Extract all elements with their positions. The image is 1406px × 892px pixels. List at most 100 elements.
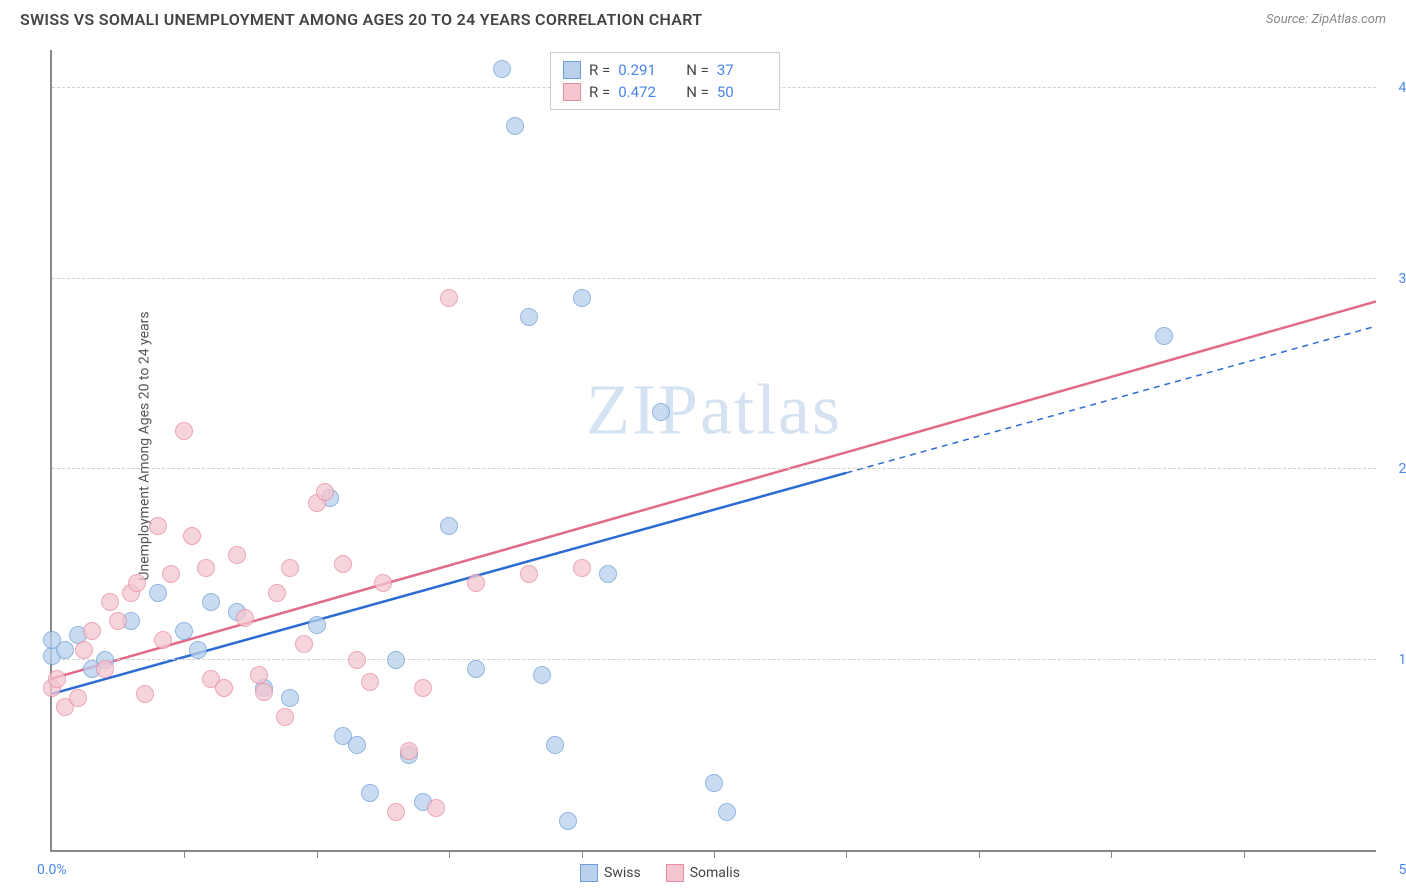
data-point <box>268 584 286 602</box>
chart-source: Source: ZipAtlas.com <box>1266 12 1386 27</box>
data-point <box>1155 327 1173 345</box>
data-point <box>348 736 366 754</box>
data-point <box>250 666 268 684</box>
data-point <box>506 117 524 135</box>
data-point <box>467 574 485 592</box>
y-tick-label: 20.0% <box>1381 461 1406 477</box>
data-point <box>281 689 299 707</box>
data-point <box>109 612 127 630</box>
r-label: R = <box>589 61 610 79</box>
x-tick <box>714 850 715 858</box>
legend-item-swiss: Swiss <box>580 864 641 882</box>
data-point <box>175 622 193 640</box>
data-point <box>718 803 736 821</box>
data-point <box>440 517 458 535</box>
x-tick <box>317 850 318 858</box>
data-point <box>705 774 723 792</box>
data-point <box>56 641 74 659</box>
data-point <box>128 574 146 592</box>
data-point <box>255 683 273 701</box>
data-point <box>414 679 432 697</box>
somalis-r-value: 0.472 <box>618 83 668 101</box>
grid-line <box>52 659 1376 660</box>
swiss-swatch-icon <box>580 864 598 882</box>
chart-container: SWISS VS SOMALI UNEMPLOYMENT AMONG AGES … <box>0 0 1406 892</box>
regression-lines-svg <box>52 50 1376 850</box>
chart-header: SWISS VS SOMALI UNEMPLOYMENT AMONG AGES … <box>20 10 1386 29</box>
x-tick <box>184 850 185 858</box>
source-label: Source: <box>1266 12 1308 27</box>
data-point <box>573 289 591 307</box>
n-label: N = <box>686 83 709 101</box>
data-point <box>236 609 254 627</box>
swiss-swatch-icon <box>563 61 581 79</box>
data-point <box>202 593 220 611</box>
chart-title: SWISS VS SOMALI UNEMPLOYMENT AMONG AGES … <box>20 10 702 29</box>
data-point <box>83 622 101 640</box>
stats-legend-box: R = 0.291 N = 37 R = 0.472 N = 50 <box>550 52 780 110</box>
x-tick <box>846 850 847 858</box>
data-point <box>162 565 180 583</box>
somalis-swatch-icon <box>563 83 581 101</box>
data-point <box>175 422 193 440</box>
x-tick <box>582 850 583 858</box>
legend-label-somalis: Somalis <box>690 865 740 881</box>
data-point <box>387 803 405 821</box>
data-point <box>316 483 334 501</box>
x-tick <box>1111 850 1112 858</box>
data-point <box>281 559 299 577</box>
swiss-r-value: 0.291 <box>618 61 668 79</box>
data-point <box>295 635 313 653</box>
data-point <box>154 631 172 649</box>
y-tick-label: 10.0% <box>1381 652 1406 668</box>
somalis-swatch-icon <box>666 864 684 882</box>
data-point <box>101 593 119 611</box>
data-point <box>493 60 511 78</box>
grid-line <box>52 468 1376 469</box>
swiss-n-value: 37 <box>717 61 767 79</box>
data-point <box>467 660 485 678</box>
x-tick <box>1244 850 1245 858</box>
data-point <box>334 555 352 573</box>
data-point <box>96 660 114 678</box>
data-point <box>197 559 215 577</box>
n-label: N = <box>686 61 709 79</box>
plot-area: ZIPatlas 0.0% 50.0% 10.0%20.0%30.0%40.0% <box>50 50 1376 852</box>
data-point <box>559 812 577 830</box>
legend-label-swiss: Swiss <box>604 865 641 881</box>
data-point <box>520 565 538 583</box>
data-point <box>427 799 445 817</box>
data-point <box>361 784 379 802</box>
legend-bottom: Swiss Somalis <box>580 864 740 882</box>
data-point <box>652 403 670 421</box>
source-name: ZipAtlas.com <box>1311 12 1386 27</box>
watermark: ZIPatlas <box>586 369 842 452</box>
data-point <box>374 574 392 592</box>
data-point <box>136 685 154 703</box>
data-point <box>149 517 167 535</box>
grid-line <box>52 278 1376 279</box>
data-point <box>400 742 418 760</box>
data-point <box>215 679 233 697</box>
stats-row-somalis: R = 0.472 N = 50 <box>563 81 767 103</box>
data-point <box>308 616 326 634</box>
x-axis-max-label: 50.0% <box>1381 862 1406 878</box>
x-axis-min-label: 0.0% <box>37 862 67 878</box>
data-point <box>546 736 564 754</box>
data-point <box>149 584 167 602</box>
data-point <box>228 546 246 564</box>
somalis-n-value: 50 <box>717 83 767 101</box>
data-point <box>440 289 458 307</box>
data-point <box>599 565 617 583</box>
data-point <box>533 666 551 684</box>
data-point <box>69 689 87 707</box>
stats-row-swiss: R = 0.291 N = 37 <box>563 59 767 81</box>
data-point <box>361 673 379 691</box>
y-tick-label: 30.0% <box>1381 271 1406 287</box>
data-point <box>48 670 66 688</box>
data-point <box>183 527 201 545</box>
data-point <box>189 641 207 659</box>
data-point <box>387 651 405 669</box>
x-tick <box>979 850 980 858</box>
data-point <box>573 559 591 577</box>
